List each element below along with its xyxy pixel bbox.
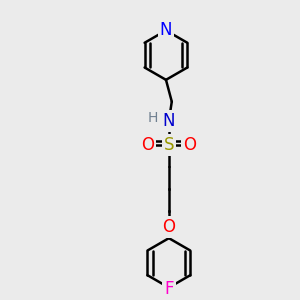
Text: N: N — [163, 112, 175, 130]
Text: N: N — [160, 21, 172, 39]
Text: S: S — [164, 136, 174, 154]
Text: H: H — [148, 111, 158, 125]
Text: O: O — [183, 136, 196, 154]
Text: O: O — [162, 218, 176, 236]
Text: O: O — [142, 136, 154, 154]
Text: F: F — [164, 280, 174, 298]
